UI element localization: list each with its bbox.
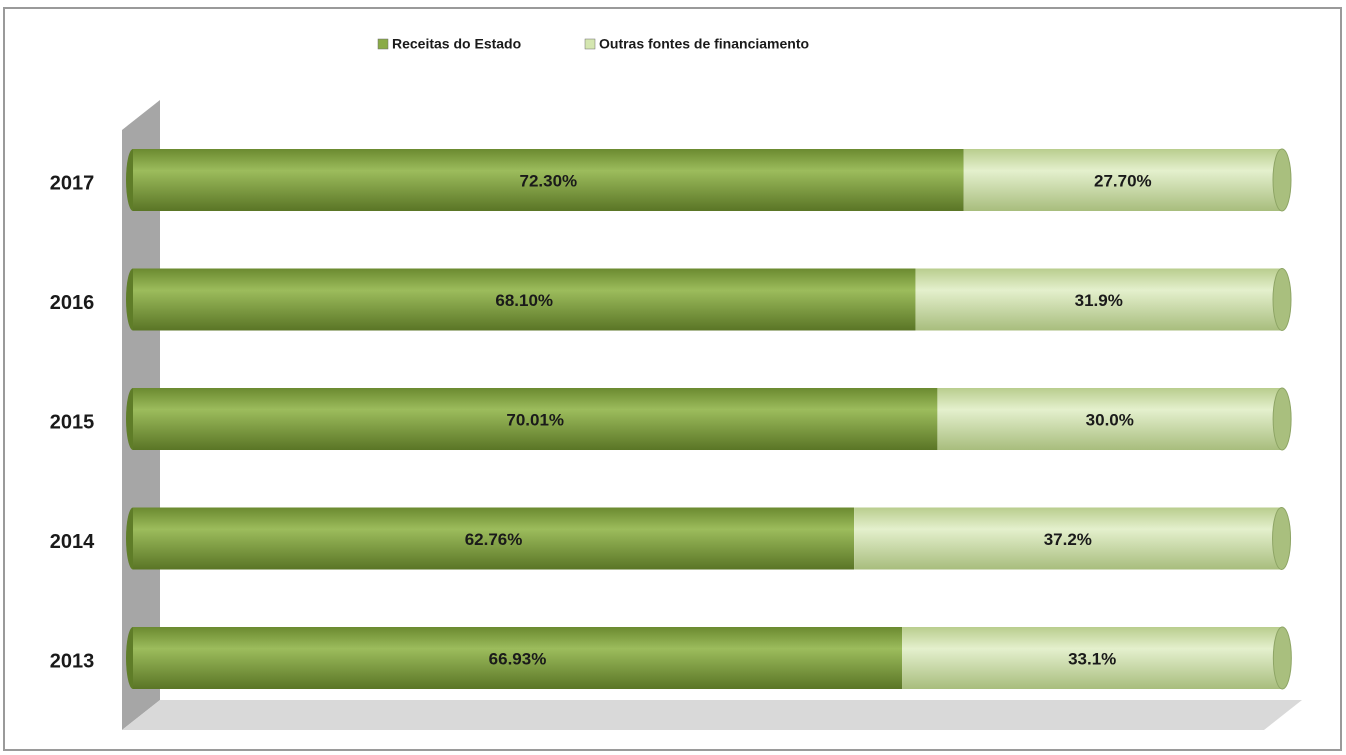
data-label: 37.2% [1044, 530, 1092, 549]
legend-label: Outras fontes de financiamento [599, 36, 809, 52]
data-label: 31.9% [1075, 291, 1123, 310]
bar-cap-right [1272, 387, 1292, 451]
data-label: 62.76% [465, 530, 523, 549]
y-tick-label: 2017 [50, 172, 95, 194]
bar-segment [133, 268, 916, 331]
bar-cap-right [1272, 148, 1292, 212]
bar-segment [133, 627, 903, 689]
data-label: 72.30% [520, 171, 578, 190]
data-label: 33.1% [1068, 649, 1116, 668]
legend-swatch [377, 38, 389, 50]
data-label: 66.93% [489, 649, 547, 668]
bar-segment [133, 507, 855, 570]
data-label: 27.70% [1094, 171, 1152, 190]
y-tick-label: 2015 [50, 411, 95, 433]
bar-segment [963, 149, 1282, 211]
data-label: 30.0% [1086, 410, 1134, 429]
y-tick-label: 2013 [50, 650, 95, 672]
bar-segment [902, 627, 1283, 689]
bar-cap-right [1272, 268, 1292, 331]
data-label: 68.10% [495, 291, 553, 310]
bar-cap-right [1272, 507, 1292, 570]
bar-segment [937, 388, 1283, 450]
frame [3, 7, 1342, 751]
legend-swatch [584, 38, 596, 50]
bar-segment [915, 268, 1282, 331]
floor [122, 700, 1302, 730]
bar-segment [854, 507, 1282, 570]
bar-segment [133, 388, 938, 450]
y-tick-label: 2016 [50, 292, 95, 314]
y-tick-label: 2014 [50, 531, 95, 553]
data-label: 70.01% [506, 410, 564, 429]
legend-label: Receitas do Estado [392, 36, 521, 52]
bar-segment [133, 149, 964, 211]
bar-cap-right [1272, 626, 1292, 690]
